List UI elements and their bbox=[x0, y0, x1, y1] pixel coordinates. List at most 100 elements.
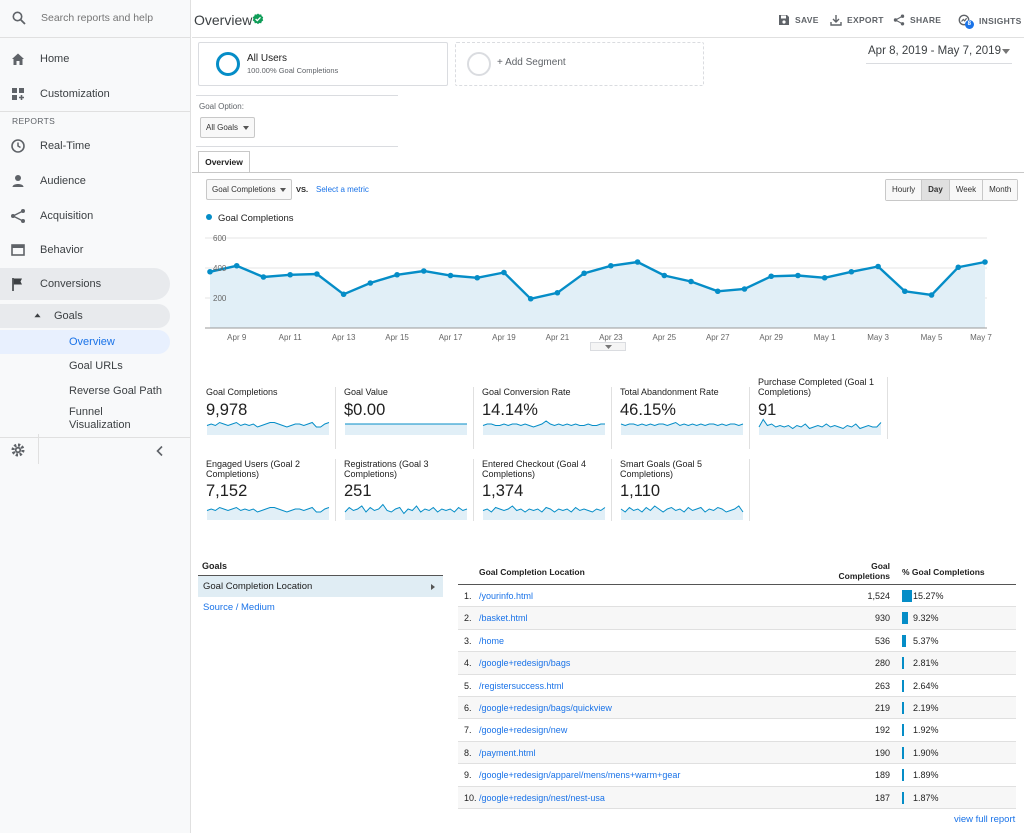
scorecard[interactable]: Purchase Completed (Goal 1 Completions) 9… bbox=[758, 377, 888, 439]
gear-icon[interactable] bbox=[10, 442, 26, 458]
chart-resize-handle[interactable] bbox=[590, 342, 626, 351]
acquisition-icon bbox=[11, 209, 25, 223]
sidebar-item-audience[interactable]: Audience bbox=[0, 165, 170, 197]
dimension-goal-completion-location[interactable]: Goal Completion Location bbox=[198, 575, 443, 597]
save-button[interactable]: SAVE bbox=[778, 14, 819, 26]
data-point[interactable] bbox=[394, 271, 400, 278]
sidebar-item-goals[interactable]: Goals bbox=[0, 304, 170, 328]
add-segment-button[interactable]: + Add Segment bbox=[455, 42, 704, 86]
row-location-link[interactable]: /registersuccess.html bbox=[479, 680, 564, 691]
row-location-link[interactable]: /google+redesign/new bbox=[479, 725, 568, 736]
data-point[interactable] bbox=[340, 291, 347, 298]
row-location-link[interactable]: /basket.html bbox=[479, 613, 528, 624]
period-hourly-button[interactable]: Hourly bbox=[886, 180, 923, 200]
data-point[interactable] bbox=[367, 280, 374, 286]
data-point[interactable] bbox=[447, 272, 454, 279]
data-point[interactable] bbox=[260, 274, 267, 280]
data-point[interactable] bbox=[634, 259, 641, 265]
data-point[interactable] bbox=[821, 274, 828, 281]
row-location-link[interactable]: /payment.html bbox=[479, 747, 536, 758]
data-point[interactable] bbox=[314, 271, 320, 277]
period-month-button[interactable]: Month bbox=[983, 180, 1018, 200]
sidebar-item-realtime[interactable]: Real-Time bbox=[0, 130, 170, 162]
sidebar-item-goals-overview[interactable]: Overview bbox=[0, 330, 170, 354]
sidebar-item-customization[interactable]: Customization bbox=[0, 78, 170, 110]
segment-all-users[interactable]: All Users 100.00% Goal Completions bbox=[198, 42, 448, 86]
export-label: EXPORT bbox=[847, 15, 884, 25]
metric-select[interactable]: Goal Completions bbox=[206, 179, 292, 200]
data-point[interactable] bbox=[661, 272, 668, 279]
sidebar-search[interactable]: Search reports and help bbox=[0, 0, 191, 38]
data-point[interactable] bbox=[714, 288, 721, 295]
data-point[interactable] bbox=[688, 278, 694, 285]
scorecard[interactable]: Goal Completions 9,978 bbox=[206, 387, 336, 449]
col-percent[interactable]: % Goal Completions bbox=[902, 567, 985, 577]
scorecard-sparkline bbox=[345, 423, 467, 435]
sidebar-item-reverse-goal-path[interactable]: Reverse Goal Path bbox=[0, 380, 170, 404]
row-location-link[interactable]: /google+redesign/bags/quickview bbox=[479, 703, 612, 713]
chevron-left-icon[interactable] bbox=[155, 445, 165, 457]
x-tick-label: Apr 25 bbox=[653, 333, 677, 342]
row-percent-bar bbox=[902, 724, 904, 737]
data-point[interactable] bbox=[795, 272, 801, 279]
insights-button[interactable]: 8 INSIGHTS bbox=[958, 14, 1022, 29]
row-completions: 930 bbox=[874, 613, 890, 624]
row-location-link[interactable]: /yourinfo.html bbox=[479, 591, 534, 601]
sparkline-area bbox=[207, 507, 329, 520]
data-point[interactable] bbox=[848, 268, 855, 275]
sidebar-item-acquisition[interactable]: Acquisition bbox=[0, 200, 170, 232]
data-point[interactable] bbox=[768, 273, 775, 280]
share-button[interactable]: SHARE bbox=[893, 14, 941, 26]
data-point[interactable] bbox=[527, 295, 534, 302]
sidebar-item-goal-urls[interactable]: Goal URLs bbox=[0, 355, 170, 379]
scorecard[interactable]: Goal Value $0.00 bbox=[344, 387, 474, 449]
data-point[interactable] bbox=[233, 262, 240, 269]
sidebar-item-conversions[interactable]: Conversions bbox=[0, 268, 170, 300]
data-point[interactable] bbox=[554, 289, 561, 296]
data-point[interactable] bbox=[875, 263, 881, 270]
scorecard[interactable]: Entered Checkout (Goal 4 Completions) 1,3… bbox=[482, 459, 612, 521]
scorecard[interactable]: Engaged Users (Goal 2 Completions) 7,152 bbox=[206, 459, 336, 521]
y-tick-label: 400 bbox=[213, 264, 227, 273]
sidebar-item-label: Acquisition bbox=[40, 210, 94, 222]
data-point[interactable] bbox=[955, 264, 962, 271]
data-point[interactable] bbox=[420, 268, 427, 274]
data-point[interactable] bbox=[501, 269, 507, 276]
scorecard[interactable]: Registrations (Goal 3 Completions) 251 bbox=[344, 459, 474, 521]
row-percent-bar bbox=[902, 746, 904, 759]
scorecard[interactable]: Goal Conversion Rate 14.14% bbox=[482, 387, 612, 449]
goal-option-select[interactable]: All Goals bbox=[200, 117, 255, 138]
row-location-link[interactable]: /home bbox=[479, 635, 505, 646]
sidebar-item-funnel-visualization[interactable]: Funnel Visualization bbox=[0, 403, 170, 433]
data-point[interactable] bbox=[474, 274, 481, 281]
dimension-source-medium[interactable]: Source / Medium bbox=[203, 602, 275, 613]
data-point[interactable] bbox=[741, 286, 748, 292]
data-point[interactable] bbox=[287, 271, 293, 278]
data-point[interactable] bbox=[581, 270, 587, 277]
row-location-link[interactable]: /google+redesign/nest/nest-usa bbox=[479, 792, 605, 803]
col-location[interactable]: Goal Completion Location bbox=[479, 567, 585, 577]
download-icon bbox=[830, 15, 842, 26]
scorecard[interactable]: Total Abandonment Rate 46.15% bbox=[620, 387, 750, 449]
caret-right-icon bbox=[431, 584, 435, 590]
col-completions[interactable]: Goal Completions bbox=[838, 561, 890, 581]
sidebar-item-behavior[interactable]: Behavior bbox=[0, 234, 170, 266]
row-location-link[interactable]: /google+redesign/apparel/mens/mens+warm+… bbox=[479, 770, 681, 781]
view-full-report-link[interactable]: view full report bbox=[954, 814, 1016, 825]
export-button[interactable]: EXPORT bbox=[830, 14, 884, 26]
data-point[interactable] bbox=[608, 262, 614, 269]
data-point[interactable] bbox=[207, 268, 213, 275]
select-metric-link[interactable]: Select a metric bbox=[316, 185, 369, 194]
data-point[interactable] bbox=[928, 292, 935, 298]
sidebar-item-home[interactable]: Home bbox=[0, 43, 170, 75]
data-point[interactable] bbox=[982, 259, 988, 265]
period-week-button[interactable]: Week bbox=[949, 180, 984, 200]
data-point[interactable] bbox=[902, 288, 908, 295]
tab-overview[interactable]: Overview bbox=[198, 151, 250, 173]
row-location-link[interactable]: /google+redesign/bags bbox=[479, 658, 571, 669]
row-percent-bar bbox=[902, 634, 906, 647]
date-range-picker[interactable]: Apr 8, 2019 - May 7, 2019 bbox=[866, 44, 1012, 64]
table-row: 8. /payment.html 190 1.90% bbox=[458, 741, 1016, 765]
period-day-button[interactable]: Day bbox=[922, 180, 950, 200]
scorecard[interactable]: Smart Goals (Goal 5 Completions) 1,110 bbox=[620, 459, 750, 521]
